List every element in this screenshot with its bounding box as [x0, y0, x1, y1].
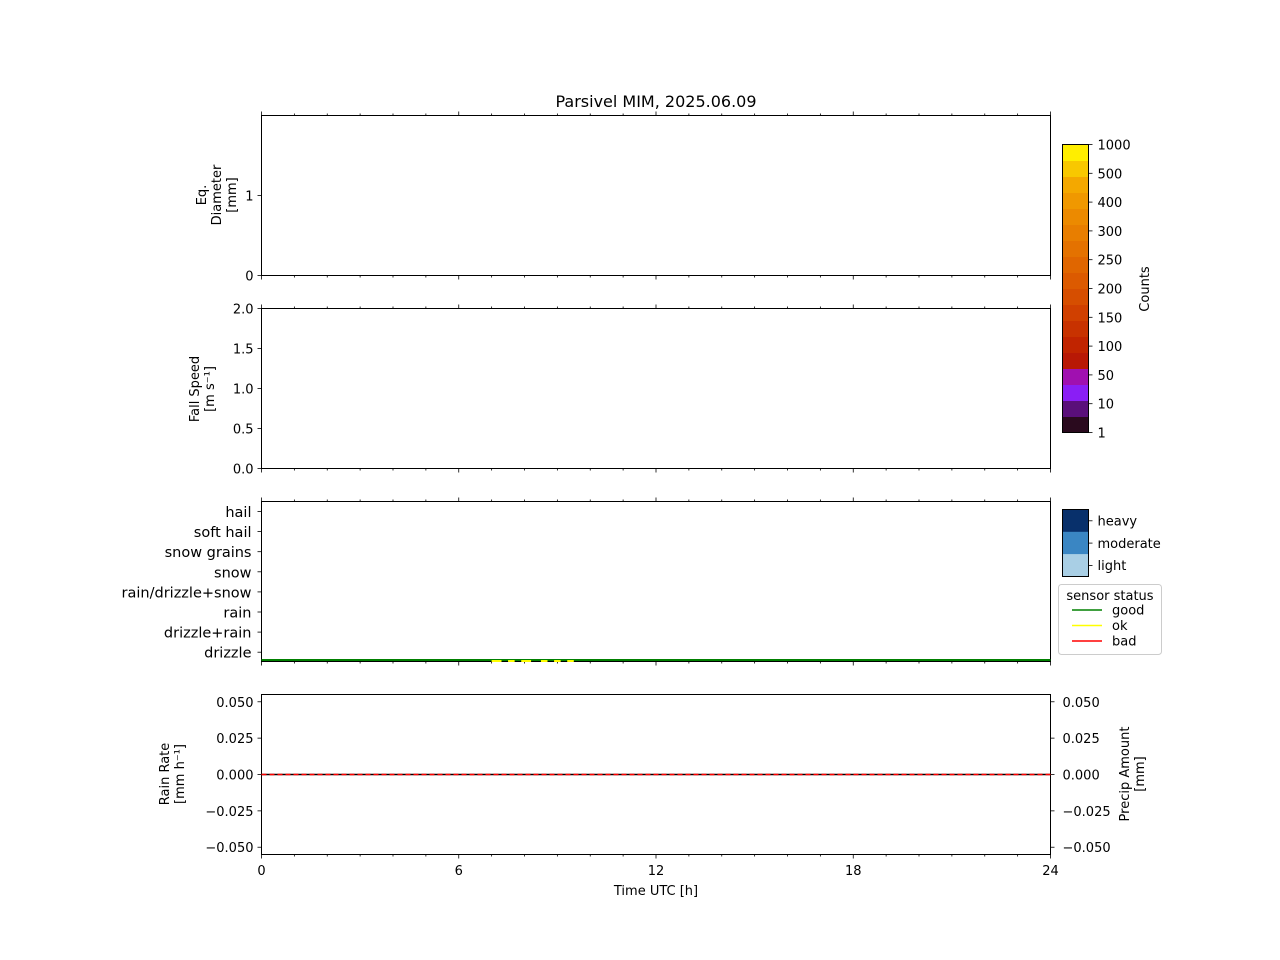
colorbar-tick-label: 500: [1098, 167, 1123, 182]
type-plot-frame: [261, 501, 1051, 662]
intensity-frame: [1062, 509, 1089, 577]
colorbar-tick-label: 1000: [1098, 139, 1131, 154]
rain-y-tick-label: −0.025: [205, 805, 253, 820]
type-category-label: rain: [223, 606, 251, 622]
status-legend-label: ok: [1112, 619, 1128, 634]
colorbar-segment: [1062, 416, 1089, 433]
intensity-legend: heavy moderate light: [1062, 509, 1161, 577]
rain-y-tick-label: 0.050: [216, 696, 253, 711]
colorbar-segment: [1062, 160, 1089, 177]
speed-plot-frame: [261, 308, 1051, 469]
precip-y-tick-label: −0.025: [1063, 805, 1111, 820]
diameter-y-label: Eq.Diameter[mm]: [195, 164, 240, 225]
precip-amount-y-label-line: Precip Amount: [1118, 727, 1133, 822]
colorbar-tick-label: 150: [1098, 311, 1123, 326]
status-legend-title: sensor status: [1066, 589, 1153, 604]
colorbar-segment: [1062, 400, 1089, 417]
precip-y-tick-label: 0.000: [1063, 769, 1100, 784]
speed-y-tick-label: 1.0: [233, 383, 254, 398]
colorbar-tick-label: 100: [1098, 340, 1123, 355]
colorbar-segment: [1062, 304, 1089, 321]
precip-y-tick-label: 0.025: [1063, 732, 1100, 747]
x-tick-label: 0: [257, 864, 265, 879]
type-category-label: snow grains: [165, 545, 252, 561]
diameter-y-label-line: Eq.: [195, 185, 210, 206]
colorbar-segment: [1062, 320, 1089, 337]
diameter-y-label-line: [mm]: [225, 177, 240, 212]
colorbar-segment: [1062, 144, 1089, 161]
colorbar-segment: [1062, 288, 1089, 305]
precip-amount-y-label: Precip Amount[mm]: [1118, 727, 1148, 822]
precip-y-tick-label: 0.050: [1063, 696, 1100, 711]
intensity-swatch: [1062, 554, 1089, 577]
counts-colorbar: 1000 500 400 300 250 200 150 100 50 10 1: [1062, 139, 1131, 442]
speed-y-tick-label: 2.0: [233, 303, 254, 318]
colorbar-segment: [1062, 352, 1089, 369]
colorbar-segment: [1062, 272, 1089, 289]
x-axis-label: Time UTC [h]: [613, 884, 698, 899]
precip-amount-y-label-line: [mm]: [1133, 756, 1148, 791]
colorbar-tick-label: 1: [1098, 427, 1106, 442]
speed-panel: 2.0 1.5 1.0 0.5 0.0 Fall Speed[m s⁻¹]: [188, 303, 1051, 478]
colorbar-tick-label: 50: [1098, 369, 1115, 384]
rain-rate-y-label-line: [mm h⁻¹]: [173, 744, 188, 804]
type-category-label: drizzle+rain: [164, 626, 252, 642]
rain-rate-y-label: Rain Rate[mm h⁻¹]: [158, 743, 188, 806]
colorbar-segment: [1062, 208, 1089, 225]
status-legend-label: good: [1112, 604, 1144, 619]
type-category-label: rain/drizzle+snow: [122, 585, 252, 601]
status-legend-box: [1058, 584, 1162, 655]
colorbar-segment: [1062, 368, 1089, 385]
intensity-label: moderate: [1098, 537, 1161, 552]
colorbar-segment: [1062, 256, 1089, 273]
type-category-label: soft hail: [194, 525, 252, 541]
x-tick-label: 24: [1042, 864, 1059, 879]
colorbar-segment: [1062, 224, 1089, 241]
x-tick-label: 18: [845, 864, 862, 879]
colorbar-tick-label: 10: [1098, 398, 1115, 413]
speed-y-label-line: [m s⁻¹]: [203, 366, 218, 412]
type-panel: hail soft hail snow grains snow rain/drizzle…: [122, 497, 1051, 666]
colorbar-tick-label: 300: [1098, 225, 1123, 240]
type-category-label: hail: [225, 505, 251, 521]
speed-y-label-line: Fall Speed: [188, 356, 203, 422]
rain-y-tick-label: 0.025: [216, 732, 253, 747]
diameter-y-label-line: Diameter: [210, 164, 225, 225]
diameter-panel: 1 0 Eq.Diameter[mm]: [195, 111, 1051, 285]
intensity-swatch: [1062, 531, 1089, 555]
precip-y-tick-label: −0.050: [1063, 841, 1111, 856]
rain-y-tick-label: −0.050: [205, 841, 253, 856]
speed-y-tick-label: 1.5: [233, 343, 254, 358]
colorbar-segment: [1062, 384, 1089, 401]
x-tick-label: 6: [455, 864, 463, 879]
type-category-label: drizzle: [204, 646, 251, 662]
colorbar-segment: [1062, 176, 1089, 193]
rain-y-tick-label: 0.000: [216, 769, 253, 784]
speed-y-tick-label: 0.5: [233, 423, 254, 438]
speed-y-tick-label: 0.0: [233, 463, 254, 478]
rain-panel: 0 6 12 18 24 0.050 0.050 0.025 0.025 0.000 0.000 −0…: [158, 694, 1148, 879]
diameter-plot-frame: [261, 115, 1051, 276]
figure-title: Parsivel MIM, 2025.06.09: [555, 92, 756, 111]
colorbar-tick-label: 250: [1098, 254, 1123, 269]
intensity-swatch: [1062, 509, 1089, 533]
intensity-label: heavy: [1098, 515, 1138, 530]
colorbar-segment: [1062, 336, 1089, 353]
diameter-y-tick-label: 0: [245, 270, 253, 285]
colorbar-tick-label: 400: [1098, 196, 1123, 211]
colorbar-segment: [1062, 240, 1089, 257]
colorbar-label: Counts: [1138, 266, 1153, 312]
colorbar-segment: [1062, 192, 1089, 209]
type-category-label: snow: [214, 565, 252, 581]
colorbar-tick-label: 200: [1098, 283, 1123, 298]
rain-rate-y-label-line: Rain Rate: [158, 743, 173, 806]
x-tick-label: 12: [648, 864, 665, 879]
intensity-label: light: [1098, 559, 1127, 574]
status-legend-label: bad: [1112, 635, 1136, 650]
diameter-y-tick-label: 1: [245, 190, 253, 205]
speed-y-label: Fall Speed[m s⁻¹]: [188, 356, 218, 422]
